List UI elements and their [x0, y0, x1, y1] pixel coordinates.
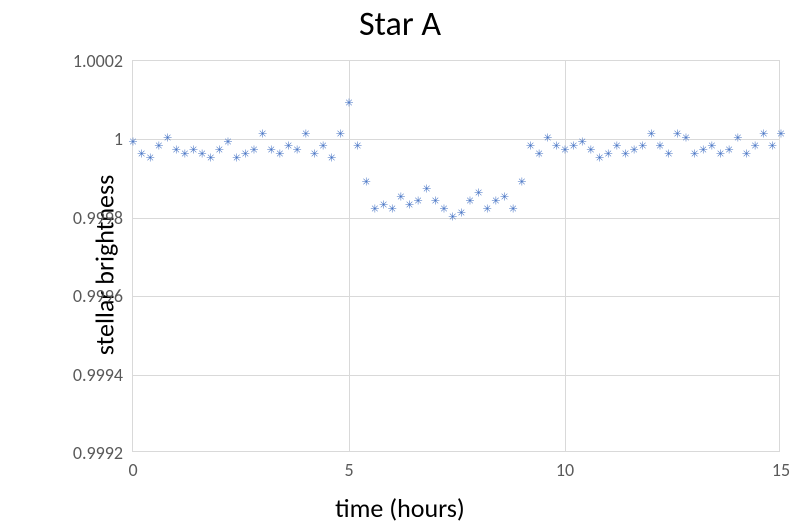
data-point: ✳	[457, 208, 466, 219]
plot-area: 0510150.99920.99940.99960.999811.0002✳✳✳…	[132, 60, 780, 452]
data-point: ✳	[638, 142, 647, 153]
x-axis-label: time (hours)	[0, 492, 800, 524]
data-point: ✳	[776, 130, 785, 141]
data-point: ✳	[249, 146, 258, 157]
data-point: ✳	[750, 142, 759, 153]
data-point: ✳	[301, 130, 310, 141]
x-tick-label: 15	[772, 451, 790, 481]
data-point: ✳	[362, 177, 371, 188]
y-tick-label: 0.9998	[73, 207, 133, 229]
gridline-vertical	[349, 61, 350, 451]
gridline-horizontal	[133, 296, 779, 297]
data-point: ✳	[344, 99, 353, 110]
data-point: ✳	[509, 204, 518, 215]
data-point: ✳	[517, 177, 526, 188]
y-tick-label: 0.9996	[73, 285, 133, 307]
data-point: ✳	[353, 142, 362, 153]
data-point: ✳	[422, 185, 431, 196]
data-point: ✳	[647, 130, 656, 141]
data-point: ✳	[163, 134, 172, 145]
data-point: ✳	[768, 142, 777, 153]
data-point: ✳	[534, 150, 543, 161]
y-tick-label: 1.0002	[73, 50, 133, 72]
data-point: ✳	[681, 134, 690, 145]
data-point: ✳	[474, 189, 483, 200]
x-tick-label: 5	[344, 451, 353, 481]
data-point: ✳	[223, 138, 232, 149]
data-point: ✳	[759, 130, 768, 141]
data-point: ✳	[336, 130, 345, 141]
y-tick-label: 0.9992	[73, 442, 133, 464]
data-point: ✳	[327, 154, 336, 165]
data-point: ✳	[318, 142, 327, 153]
data-point: ✳	[146, 154, 155, 165]
chart-container: Star A stellar brightness time (hours) 0…	[0, 0, 800, 530]
data-point: ✳	[664, 150, 673, 161]
chart-title: Star A	[0, 4, 800, 45]
data-point: ✳	[733, 134, 742, 145]
data-point: ✳	[388, 204, 397, 215]
data-point: ✳	[414, 197, 423, 208]
data-point: ✳	[128, 138, 137, 149]
x-tick-label: 10	[556, 451, 574, 481]
y-axis-label: stellar brightness	[88, 175, 120, 356]
gridline-horizontal	[133, 375, 779, 376]
data-point: ✳	[293, 146, 302, 157]
y-tick-label: 0.9994	[73, 364, 133, 386]
data-point: ✳	[258, 130, 267, 141]
data-point: ✳	[725, 146, 734, 157]
gridline-vertical	[565, 61, 566, 451]
data-point: ✳	[500, 193, 509, 204]
